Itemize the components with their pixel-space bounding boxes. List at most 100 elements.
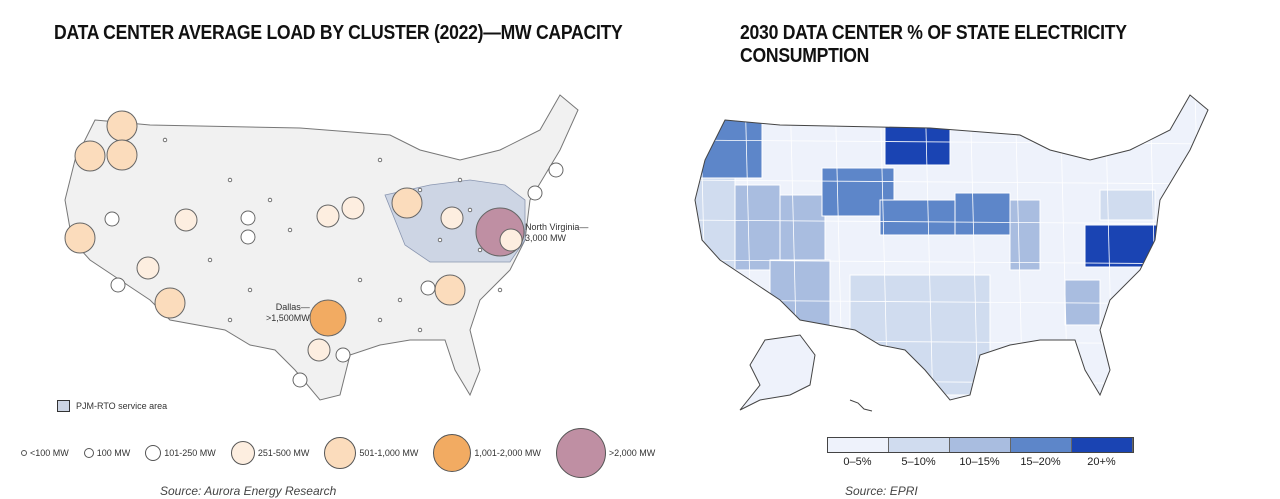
state-nv — [734, 184, 781, 271]
legend-bubble — [230, 441, 255, 465]
us-outline-left — [64, 94, 579, 401]
state-border — [1194, 95, 1204, 400]
cluster-bubble — [527, 185, 543, 201]
legend-bubble — [433, 434, 472, 472]
scale-label: 10–15% — [959, 456, 1000, 468]
small-cluster-dot — [247, 287, 253, 293]
legend-bubble — [83, 448, 94, 458]
state-va — [1084, 224, 1166, 268]
scale-swatch — [828, 438, 889, 452]
legend-bubble — [21, 450, 27, 456]
small-cluster-dot — [497, 287, 503, 293]
legend-bubble — [324, 437, 357, 469]
scale-label: 15–20% — [1020, 456, 1061, 468]
small-cluster-dot — [417, 327, 423, 333]
state-ne — [879, 199, 956, 236]
state-border — [695, 259, 1208, 265]
right-source: Source: EPRI — [845, 484, 918, 498]
legend-label: 1,001-2,000 MW — [474, 448, 541, 458]
scale-label: 0–5% — [843, 456, 872, 468]
cluster-bubble — [136, 256, 160, 280]
cluster-bubble — [391, 187, 423, 219]
color-scale — [827, 437, 1134, 453]
cluster-bubble — [499, 228, 523, 252]
cluster-bubble — [104, 211, 120, 227]
state-border — [969, 95, 979, 400]
cluster-bubble — [316, 204, 340, 228]
small-cluster-dot — [227, 177, 233, 183]
state-border — [695, 219, 1208, 225]
state-pa — [1099, 189, 1156, 221]
small-cluster-dot — [207, 257, 213, 263]
scale-swatch — [1011, 438, 1072, 452]
cluster-bubble — [74, 140, 106, 172]
legend-bubble — [145, 445, 162, 461]
left-map-title: DATA CENTER AVERAGE LOAD BY CLUSTER (202… — [54, 22, 623, 44]
small-cluster-dot — [477, 247, 483, 253]
pjm-label: PJM-RTO service area — [76, 401, 168, 411]
hawaii — [849, 399, 873, 412]
legend-label: 251-500 MW — [257, 448, 310, 458]
legend-label: 101-250 MW — [164, 448, 216, 458]
state-nd — [884, 119, 951, 166]
left-source: Source: Aurora Energy Research — [160, 484, 337, 498]
dallas-label: Dallas— >1,500MW — [266, 302, 310, 323]
small-cluster-dot — [467, 207, 473, 213]
scale-swatch — [950, 438, 1011, 452]
bubble-legend: <100 MW 100 MW 101-250 MW 251-500 MW 501-1,0… — [18, 428, 667, 478]
cluster-bubble — [174, 208, 198, 232]
scale-label: 20+% — [1087, 456, 1116, 468]
state-border — [699, 95, 709, 400]
state-or — [695, 119, 763, 179]
small-cluster-dot — [377, 317, 383, 323]
cluster-bubble — [341, 196, 365, 220]
state-border — [924, 95, 934, 400]
state-ia — [954, 192, 1011, 236]
cluster-bubble — [64, 222, 96, 254]
small-cluster-dot — [457, 177, 463, 183]
small-cluster-dot — [357, 277, 363, 283]
small-cluster-dot — [417, 187, 423, 193]
small-cluster-dot — [267, 197, 273, 203]
legend-label: <100 MW — [30, 448, 69, 458]
cluster-bubble — [307, 338, 331, 362]
small-cluster-dot — [162, 137, 168, 143]
small-cluster-dot — [287, 227, 293, 233]
north-virginia-label: North Virginia— 3,000 MW — [525, 222, 589, 243]
legend-label: 100 MW — [96, 448, 131, 458]
cluster-bubble — [110, 277, 126, 293]
legend-bubble — [555, 428, 606, 478]
small-cluster-dot — [377, 157, 383, 163]
cluster-bubble — [106, 110, 138, 142]
small-cluster-dot — [397, 297, 403, 303]
cluster-bubble — [292, 372, 308, 388]
color-scale-labels: 0–5% 5–10% 10–15% 15–20% 20+% — [827, 456, 1132, 468]
cluster-bubble — [420, 280, 436, 296]
cluster-bubble — [106, 139, 138, 171]
cluster-bubble — [240, 210, 256, 226]
cluster-bubble — [309, 299, 347, 337]
state-il — [1009, 199, 1041, 271]
state-tx — [849, 274, 991, 396]
legend-label: 501-1,000 MW — [359, 448, 419, 458]
state-ut — [779, 194, 826, 261]
cluster-bubble — [240, 229, 256, 245]
cluster-bubble — [548, 162, 564, 178]
pjm-legend: PJM-RTO service area — [57, 400, 167, 412]
cluster-bubble — [335, 347, 351, 363]
cluster-bubble — [154, 287, 186, 319]
pjm-swatch — [57, 400, 70, 412]
state-border — [695, 179, 1208, 185]
scale-label: 5–10% — [901, 456, 936, 468]
cluster-bubble — [440, 206, 464, 230]
scale-swatch — [1072, 438, 1133, 452]
right-map-title: 2030 DATA CENTER % OF STATE ELECTRICITY … — [740, 22, 1127, 67]
small-cluster-dot — [227, 317, 233, 323]
state-ca — [695, 177, 736, 359]
small-cluster-dot — [437, 237, 443, 243]
scale-swatch — [889, 438, 950, 452]
cluster-bubble — [434, 274, 466, 306]
legend-label: >2,000 MW — [608, 448, 656, 458]
us-border-right — [694, 94, 1209, 401]
